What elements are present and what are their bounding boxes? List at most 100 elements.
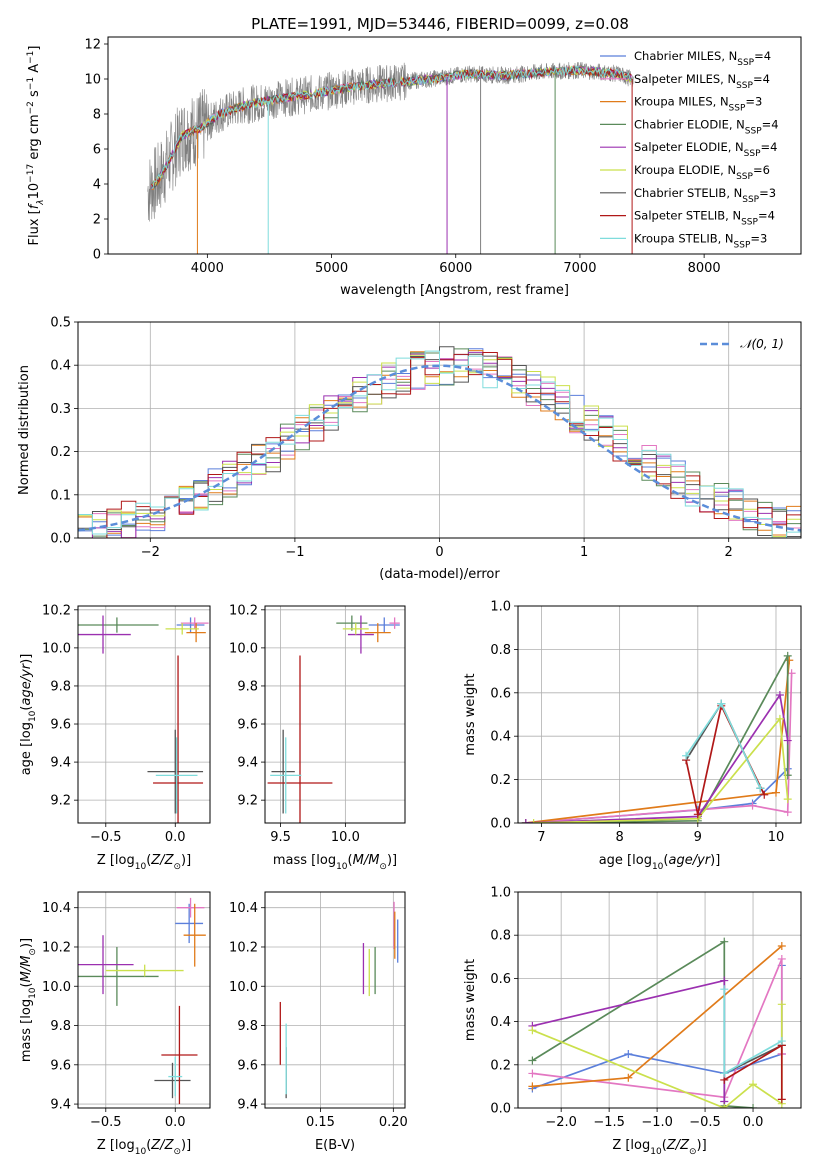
y-tick-label: 10 <box>84 73 101 88</box>
legend-entry: Salpeter MILES, NSSP=4 <box>634 72 770 91</box>
plus-marker <box>624 1050 633 1058</box>
y-tick-label: 0.8 <box>490 929 511 944</box>
x-tick-label: −1.0 <box>641 1115 673 1130</box>
x-tick-label: 10 <box>768 830 785 845</box>
y-tick-label: 10.4 <box>42 901 71 916</box>
plus-marker <box>720 1069 729 1078</box>
y-tick-label: 0.0 <box>50 532 71 547</box>
plus-marker <box>720 937 729 946</box>
x-tick-label: −1.5 <box>593 1115 625 1130</box>
x-tick-label: 7000 <box>563 261 596 276</box>
axes-frame <box>77 891 211 1109</box>
axes-frame <box>517 605 802 824</box>
y-tick-label: 0.2 <box>490 773 511 788</box>
mass_vs_Z-plot-area <box>78 897 206 1105</box>
x-tick-label: 1 <box>580 545 588 560</box>
plus-marker <box>777 954 786 963</box>
residuals-legend: 𝒩(0, 1) <box>700 337 784 351</box>
x-axis-label: Z [log10(Z/Z⊙)] <box>97 1138 191 1157</box>
error-bar-point <box>186 623 206 643</box>
residual-histogram-kroupa-stelib <box>78 350 801 538</box>
x-tick-label: 7 <box>537 830 545 845</box>
x-tick-label: 0.20 <box>379 1115 408 1130</box>
age_vs_Z-plot-area <box>78 615 209 823</box>
age_vs_mass-plot-area <box>267 615 400 823</box>
error-bar-point <box>147 729 204 814</box>
y-tick-label: 9.8 <box>50 1019 71 1034</box>
weight-series-chabrier-elodie <box>525 655 789 823</box>
y-axis-label: mass weight <box>463 959 478 1041</box>
plus-marker <box>624 1073 633 1082</box>
residuals-panel: −2 −1 0 1 2 0.0 0.1 0.2 0.3 0.4 0.5 (data-model)/er… <box>17 316 802 582</box>
plus-marker <box>748 801 757 810</box>
axes-frame <box>77 605 211 824</box>
y-axis-label: age [log10(age/yr)] <box>19 654 38 776</box>
legend-entry: Chabrier ELODIE, NSSP=4 <box>634 117 779 136</box>
plus-marker <box>682 751 691 760</box>
y-axis-label: mass [log10(M/M⊙)] <box>19 938 38 1062</box>
error-bar-point <box>271 729 295 814</box>
residuals-plot-area <box>78 346 801 538</box>
plus-marker <box>756 784 765 793</box>
x-tick-label: 8 <box>615 830 623 845</box>
y-tick-label: 0.3 <box>50 402 71 417</box>
plus-marker <box>777 1037 786 1046</box>
plus-marker <box>720 1104 729 1108</box>
y-tick-label: 0.4 <box>490 1015 511 1030</box>
x-tick-label: 9 <box>694 830 702 845</box>
y-tick-label: 0.5 <box>50 316 71 331</box>
y-tick-label: 9.8 <box>50 679 71 694</box>
x-axis-label: wavelength [Angstrom, rest frame] <box>340 283 569 298</box>
y-tick-label: 0.4 <box>50 359 71 374</box>
legend-entry: Kroupa STELIB, NSSP=3 <box>634 231 767 250</box>
y-tick-label: 0.6 <box>490 686 511 701</box>
y-tick-label: 0.6 <box>490 972 511 987</box>
error-bar-point <box>389 617 400 629</box>
plus-marker <box>783 736 792 745</box>
plus-marker <box>771 788 780 797</box>
x-tick-label: 0 <box>435 545 443 560</box>
spectrum-legend: Chabrier MILES, NSSP=4 Salpeter MILES, NS… <box>600 49 779 250</box>
figure-title: PLATE=1991, MJD=53446, FIBERID=0099, z=0… <box>251 15 629 33</box>
y-tick-label: 9.2 <box>50 794 71 809</box>
error-bar-point <box>183 903 206 967</box>
x-tick-label: 10.0 <box>331 830 360 845</box>
plus-marker <box>775 714 784 723</box>
y-axis-label: Normed distribution <box>17 365 32 495</box>
x-tick-label: 0.0 <box>743 1115 764 1130</box>
error-bar-point <box>347 615 374 654</box>
observed-spectrum-line <box>147 62 634 222</box>
plus-marker <box>720 976 729 985</box>
x-axis-label: (data-model)/error <box>379 567 500 582</box>
y-tick-label: 9.8 <box>237 679 258 694</box>
axes-frame <box>77 321 802 539</box>
y-tick-label: 0.8 <box>490 643 511 658</box>
y-axis-label: Flux [fλ10−17 erg cm−2 s−1 A−1] <box>26 46 46 246</box>
y-tick-label: 9.2 <box>237 794 258 809</box>
plus-marker <box>783 795 792 804</box>
error-bar-point <box>154 1062 191 1099</box>
legend-entry: Chabrier MILES, NSSP=4 <box>634 49 771 68</box>
x-tick-label: 2 <box>725 545 733 560</box>
normal-distribution-curve <box>78 364 801 532</box>
x-tick-label: −1 <box>285 545 304 560</box>
error-bar-point <box>175 903 204 944</box>
y-tick-label: 0.4 <box>490 730 511 745</box>
y-tick-label: 9.6 <box>50 1058 71 1073</box>
plus-marker <box>528 1056 537 1065</box>
error-bar-point <box>161 1005 198 1105</box>
mass_vs_Z-panel: −0.5 0.0 9.4 9.6 9.8 10.0 10.2 10.4 Z [log10(Z/Z… <box>19 891 211 1157</box>
mass_vs_ebv-panel: 0.15 0.20 9.4 9.6 9.8 10.0 10.2 10.4 E(B-V) <box>229 891 408 1153</box>
plus-marker <box>693 810 702 819</box>
plus-marker <box>521 819 530 823</box>
plus-marker <box>749 1104 758 1108</box>
y-tick-label: 10.0 <box>42 641 71 656</box>
x-tick-label: 6000 <box>439 261 472 276</box>
legend-entry: Kroupa ELODIE, NSSP=6 <box>634 163 770 182</box>
y-tick-label: 10.4 <box>229 901 258 916</box>
y-tick-label: 9.4 <box>237 756 258 771</box>
error-bar-point <box>270 737 302 814</box>
plus-marker <box>783 808 792 817</box>
y-tick-label: 9.6 <box>237 718 258 733</box>
plus-marker <box>760 790 769 799</box>
